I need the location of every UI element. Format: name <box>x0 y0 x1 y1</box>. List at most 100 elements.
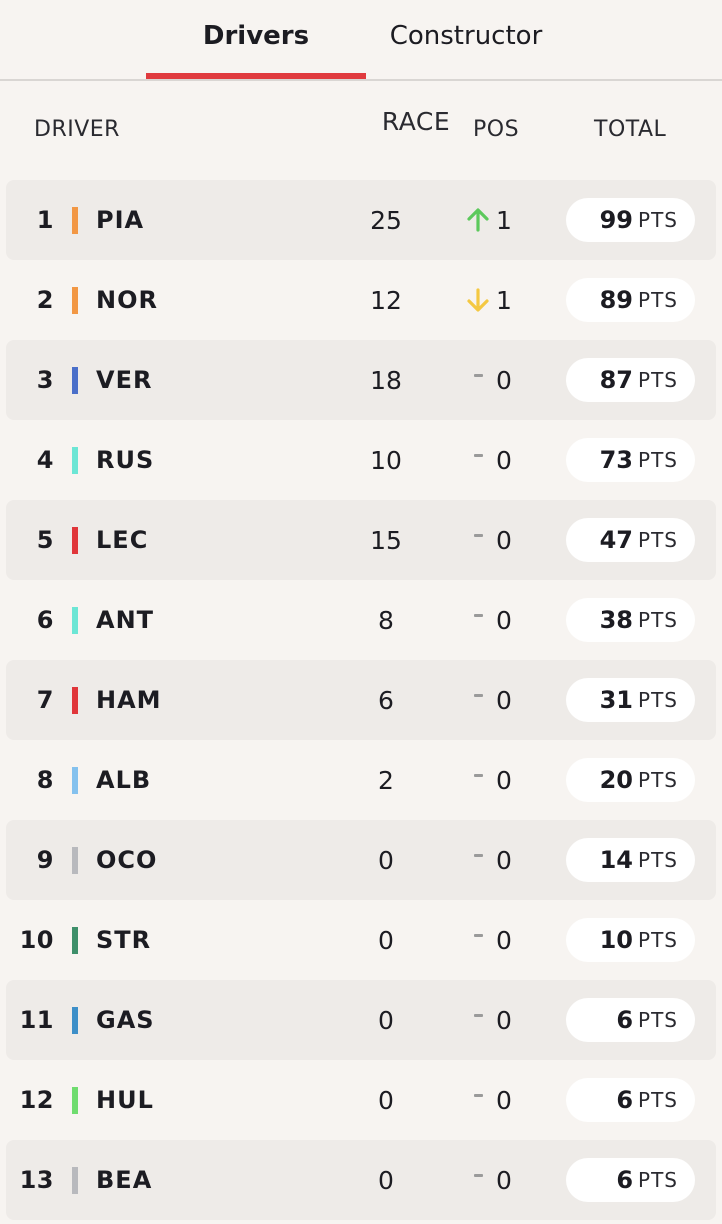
no-change-dash-icon <box>465 900 491 980</box>
arrow-up-icon <box>465 180 491 260</box>
points-unit-label: PTS <box>638 928 678 952</box>
total-points-pill: 6 PTS <box>566 998 695 1042</box>
no-change-dash-icon <box>465 500 491 580</box>
total-points: 47 <box>599 526 634 554</box>
position-change: 0 <box>496 365 512 395</box>
standings-row[interactable]: 3 VER 18 0 87 PTS <box>6 340 716 420</box>
race-points: 0 <box>378 1165 394 1195</box>
points-unit-label: PTS <box>638 448 678 472</box>
header-pos: POS <box>473 117 520 142</box>
total-points-pill: 87 PTS <box>566 358 695 402</box>
position-change: 1 <box>496 205 512 235</box>
arrow-down-icon <box>465 260 491 340</box>
tab-constructor[interactable]: Constructor <box>389 20 543 51</box>
no-change-dash-icon <box>465 820 491 900</box>
total-points: 6 <box>616 1166 634 1194</box>
driver-rank: 6 <box>36 606 54 634</box>
driver-code: HAM <box>96 686 162 714</box>
total-points: 99 <box>599 206 634 234</box>
standings-row[interactable]: 12 HUL 0 0 6 PTS <box>6 1060 716 1140</box>
team-color-bar <box>72 527 78 554</box>
total-points-pill: 99 PTS <box>566 198 695 242</box>
driver-code: ALB <box>96 766 152 794</box>
position-change: 0 <box>496 845 512 875</box>
race-points: 8 <box>378 605 394 635</box>
position-change: 0 <box>496 1085 512 1115</box>
active-tab-indicator <box>146 73 366 79</box>
race-points: 2 <box>378 765 394 795</box>
driver-rank: 2 <box>36 286 54 314</box>
standings-row[interactable]: 11 GAS 0 0 6 PTS <box>6 980 716 1060</box>
points-unit-label: PTS <box>638 688 678 712</box>
team-color-bar <box>72 767 78 794</box>
points-unit-label: PTS <box>638 768 678 792</box>
total-points-pill: 6 PTS <box>566 1158 695 1202</box>
team-color-bar <box>72 1087 78 1114</box>
team-color-bar <box>72 927 78 954</box>
standings-row[interactable]: 6 ANT 8 0 38 PTS <box>6 580 716 660</box>
tab-bar: Drivers Constructor <box>0 0 722 81</box>
position-change: 0 <box>496 1165 512 1195</box>
total-points-pill: 31 PTS <box>566 678 695 722</box>
position-change: 1 <box>496 285 512 315</box>
driver-rank: 1 <box>36 206 54 234</box>
total-points: 20 <box>599 766 634 794</box>
position-change: 0 <box>496 525 512 555</box>
points-unit-label: PTS <box>638 208 678 232</box>
team-color-bar <box>72 687 78 714</box>
race-points: 6 <box>378 685 394 715</box>
standings-row[interactable]: 8 ALB 2 0 20 PTS <box>6 740 716 820</box>
position-change: 0 <box>496 925 512 955</box>
driver-code: LEC <box>96 526 149 554</box>
driver-code: ANT <box>96 606 155 634</box>
driver-code: VER <box>96 366 153 394</box>
no-change-dash-icon <box>465 420 491 500</box>
total-points: 31 <box>599 686 634 714</box>
total-points-pill: 14 PTS <box>566 838 695 882</box>
team-color-bar <box>72 607 78 634</box>
tab-drivers[interactable]: Drivers <box>202 20 310 51</box>
position-change: 0 <box>496 445 512 475</box>
driver-rank: 7 <box>36 686 54 714</box>
position-change: 0 <box>496 685 512 715</box>
driver-rank: 5 <box>36 526 54 554</box>
standings-list: 1 PIA 25 1 99 PTS 2 NOR 12 1 89 PTS 3 VER 18 0 87 PTS 4 RUS… <box>0 180 722 1220</box>
standings-row[interactable]: 10 STR 0 0 10 PTS <box>6 900 716 980</box>
standings-row[interactable]: 4 RUS 10 0 73 PTS <box>6 420 716 500</box>
driver-code: OCO <box>96 846 158 874</box>
points-unit-label: PTS <box>638 528 678 552</box>
race-points: 15 <box>370 525 402 555</box>
race-points: 0 <box>378 1005 394 1035</box>
driver-rank: 12 <box>19 1086 54 1114</box>
race-points: 12 <box>370 285 402 315</box>
no-change-dash-icon <box>465 1060 491 1140</box>
driver-code: BEA <box>96 1166 153 1194</box>
points-unit-label: PTS <box>638 1008 678 1032</box>
race-points: 18 <box>370 365 402 395</box>
points-unit-label: PTS <box>638 1088 678 1112</box>
driver-rank: 3 <box>36 366 54 394</box>
position-change: 0 <box>496 1005 512 1035</box>
points-unit-label: PTS <box>638 368 678 392</box>
team-color-bar <box>72 847 78 874</box>
total-points-pill: 47 PTS <box>566 518 695 562</box>
standings-row[interactable]: 7 HAM 6 0 31 PTS <box>6 660 716 740</box>
standings-row[interactable]: 13 BEA 0 0 6 PTS <box>6 1140 716 1220</box>
standings-row[interactable]: 2 NOR 12 1 89 PTS <box>6 260 716 340</box>
driver-rank: 8 <box>36 766 54 794</box>
standings-row[interactable]: 9 OCO 0 0 14 PTS <box>6 820 716 900</box>
no-change-dash-icon <box>465 580 491 660</box>
no-change-dash-icon <box>465 740 491 820</box>
driver-rank: 9 <box>36 846 54 874</box>
standings-row[interactable]: 5 LEC 15 0 47 PTS <box>6 500 716 580</box>
team-color-bar <box>72 287 78 314</box>
no-change-dash-icon <box>465 1140 491 1220</box>
driver-rank: 4 <box>36 446 54 474</box>
race-points: 0 <box>378 1085 394 1115</box>
no-change-dash-icon <box>465 660 491 740</box>
driver-code: NOR <box>96 286 158 314</box>
points-unit-label: PTS <box>638 608 678 632</box>
driver-code: PIA <box>96 206 145 234</box>
standings-row[interactable]: 1 PIA 25 1 99 PTS <box>6 180 716 260</box>
total-points: 89 <box>599 286 634 314</box>
